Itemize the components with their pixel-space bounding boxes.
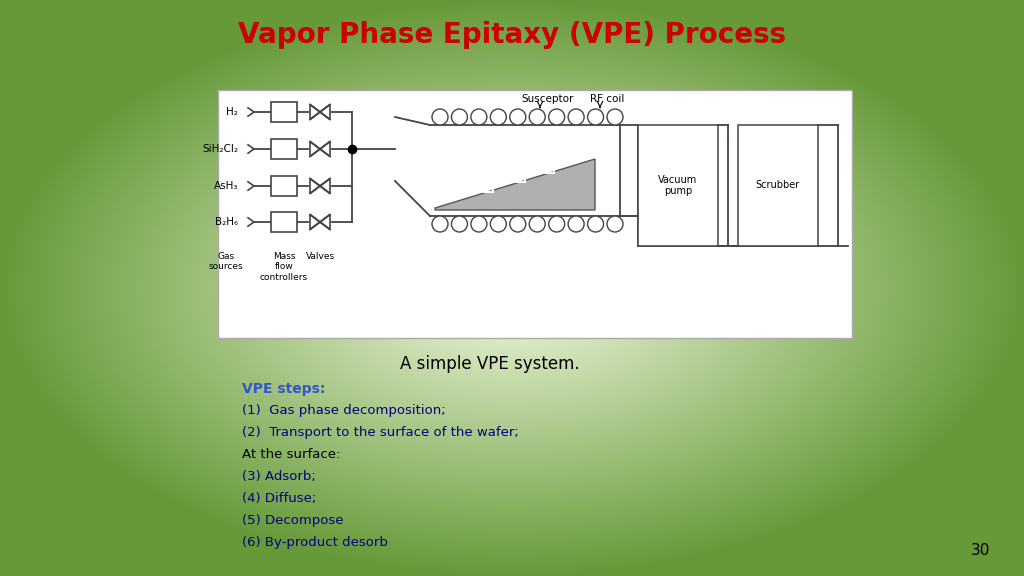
Text: (6) By-product desorb: (6) By-product desorb <box>242 536 388 549</box>
Text: (2)  Transport to the surface of the wafer;: (2) Transport to the surface of the wafe… <box>242 426 519 439</box>
FancyBboxPatch shape <box>271 139 297 159</box>
FancyBboxPatch shape <box>638 125 718 246</box>
Text: Valves: Valves <box>305 252 335 261</box>
Circle shape <box>549 216 564 232</box>
Text: Vapor Phase Epitaxy (VPE) Process: Vapor Phase Epitaxy (VPE) Process <box>238 21 786 49</box>
Text: Gas
sources: Gas sources <box>209 252 244 271</box>
Text: Scrubber: Scrubber <box>756 180 800 191</box>
Text: Mass
flow
controllers: Mass flow controllers <box>260 252 308 282</box>
Text: AsH₃: AsH₃ <box>213 181 238 191</box>
Circle shape <box>607 216 623 232</box>
Text: H₂: H₂ <box>226 107 238 117</box>
Circle shape <box>529 216 545 232</box>
Text: (3) Adsorb;: (3) Adsorb; <box>242 470 315 483</box>
FancyBboxPatch shape <box>271 176 297 196</box>
Polygon shape <box>319 179 330 194</box>
Circle shape <box>510 109 525 125</box>
Text: VPE steps:: VPE steps: <box>242 382 326 396</box>
Polygon shape <box>310 104 319 119</box>
Text: (1)  Gas phase decomposition;: (1) Gas phase decomposition; <box>242 404 445 417</box>
FancyBboxPatch shape <box>738 125 818 246</box>
Circle shape <box>588 109 603 125</box>
Text: At the surface:: At the surface: <box>242 448 340 461</box>
Circle shape <box>432 216 449 232</box>
Circle shape <box>490 109 506 125</box>
Text: 30: 30 <box>971 543 990 558</box>
Polygon shape <box>435 159 595 210</box>
Polygon shape <box>319 104 330 119</box>
Text: B₂H₆: B₂H₆ <box>215 217 238 227</box>
Polygon shape <box>319 142 330 157</box>
Polygon shape <box>319 214 330 229</box>
Text: Vacuum
pump: Vacuum pump <box>658 175 697 196</box>
Circle shape <box>568 216 584 232</box>
Circle shape <box>549 109 564 125</box>
Polygon shape <box>310 142 319 157</box>
FancyBboxPatch shape <box>271 102 297 122</box>
Text: A simple VPE system.: A simple VPE system. <box>400 355 580 373</box>
Circle shape <box>490 216 506 232</box>
Polygon shape <box>310 179 319 194</box>
Text: (5) Decompose: (5) Decompose <box>242 514 343 527</box>
Text: Susceptor: Susceptor <box>522 94 574 104</box>
Circle shape <box>471 216 486 232</box>
Text: RF coil: RF coil <box>590 94 625 104</box>
FancyBboxPatch shape <box>271 212 297 232</box>
Circle shape <box>588 216 603 232</box>
Circle shape <box>471 109 486 125</box>
Text: SiH₂Cl₂: SiH₂Cl₂ <box>202 144 238 154</box>
Polygon shape <box>310 214 319 229</box>
Circle shape <box>568 109 584 125</box>
Circle shape <box>607 109 623 125</box>
Circle shape <box>452 109 467 125</box>
Circle shape <box>510 216 525 232</box>
Circle shape <box>452 216 467 232</box>
Text: (4) Diffuse;: (4) Diffuse; <box>242 492 316 505</box>
FancyBboxPatch shape <box>218 90 852 338</box>
Circle shape <box>432 109 449 125</box>
Circle shape <box>529 109 545 125</box>
